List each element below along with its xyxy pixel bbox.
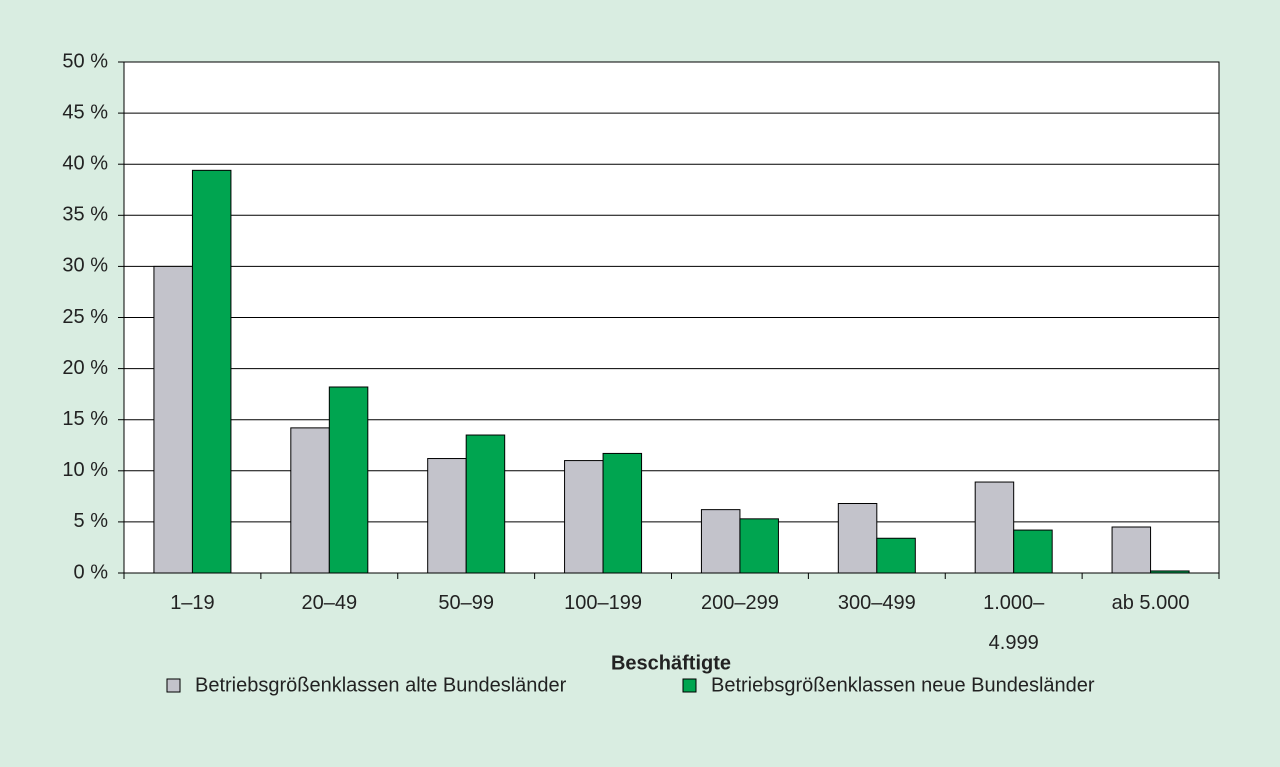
bar xyxy=(837,503,878,574)
x-tick-label: 200–299 xyxy=(701,592,779,614)
x-tick-label: 1.000– 4.999 xyxy=(983,592,1045,654)
x-tick-label: 300–499 xyxy=(838,592,916,614)
bar xyxy=(191,169,232,574)
bar xyxy=(290,427,330,574)
x-tick-label: 100–199 xyxy=(564,592,642,614)
y-tick-label: 0 % xyxy=(74,561,109,583)
y-tick-label: 10 % xyxy=(62,459,108,481)
bar xyxy=(465,434,506,574)
y-tick-label: 35 % xyxy=(62,204,108,226)
y-tick-label: 50 % xyxy=(62,50,108,72)
y-tick-label: 5 % xyxy=(74,510,109,532)
bar xyxy=(1111,526,1152,574)
bar xyxy=(427,458,467,574)
x-axis-label: Beschäftigte xyxy=(611,652,731,674)
bar xyxy=(602,452,643,574)
x-tick-label: 1–19 xyxy=(170,592,215,614)
bar xyxy=(564,460,604,574)
bar xyxy=(328,386,369,574)
y-tick-label: 25 % xyxy=(62,306,108,328)
y-tick-label: 40 % xyxy=(62,152,108,174)
bar xyxy=(974,481,1015,574)
legend-label: Betriebsgrößenklassen alte Bundesländer xyxy=(195,674,567,696)
x-tick-label: 50–99 xyxy=(438,592,494,614)
bar xyxy=(739,518,779,574)
legend-swatch xyxy=(166,678,181,693)
y-tick-label: 30 % xyxy=(62,255,108,277)
bar xyxy=(1013,529,1053,574)
x-tick-label: 20–49 xyxy=(302,592,358,614)
x-tick-label: ab 5.000 xyxy=(1112,592,1190,614)
bar xyxy=(700,509,741,574)
bar xyxy=(153,265,193,574)
bar xyxy=(876,537,916,574)
bar xyxy=(1150,570,1190,574)
y-tick-label: 15 % xyxy=(62,408,108,430)
y-tick-label: 45 % xyxy=(62,101,108,123)
legend-swatch xyxy=(682,678,697,693)
legend-label: Betriebsgrößenklassen neue Bundesländer xyxy=(711,674,1095,696)
y-tick-label: 20 % xyxy=(62,357,108,379)
